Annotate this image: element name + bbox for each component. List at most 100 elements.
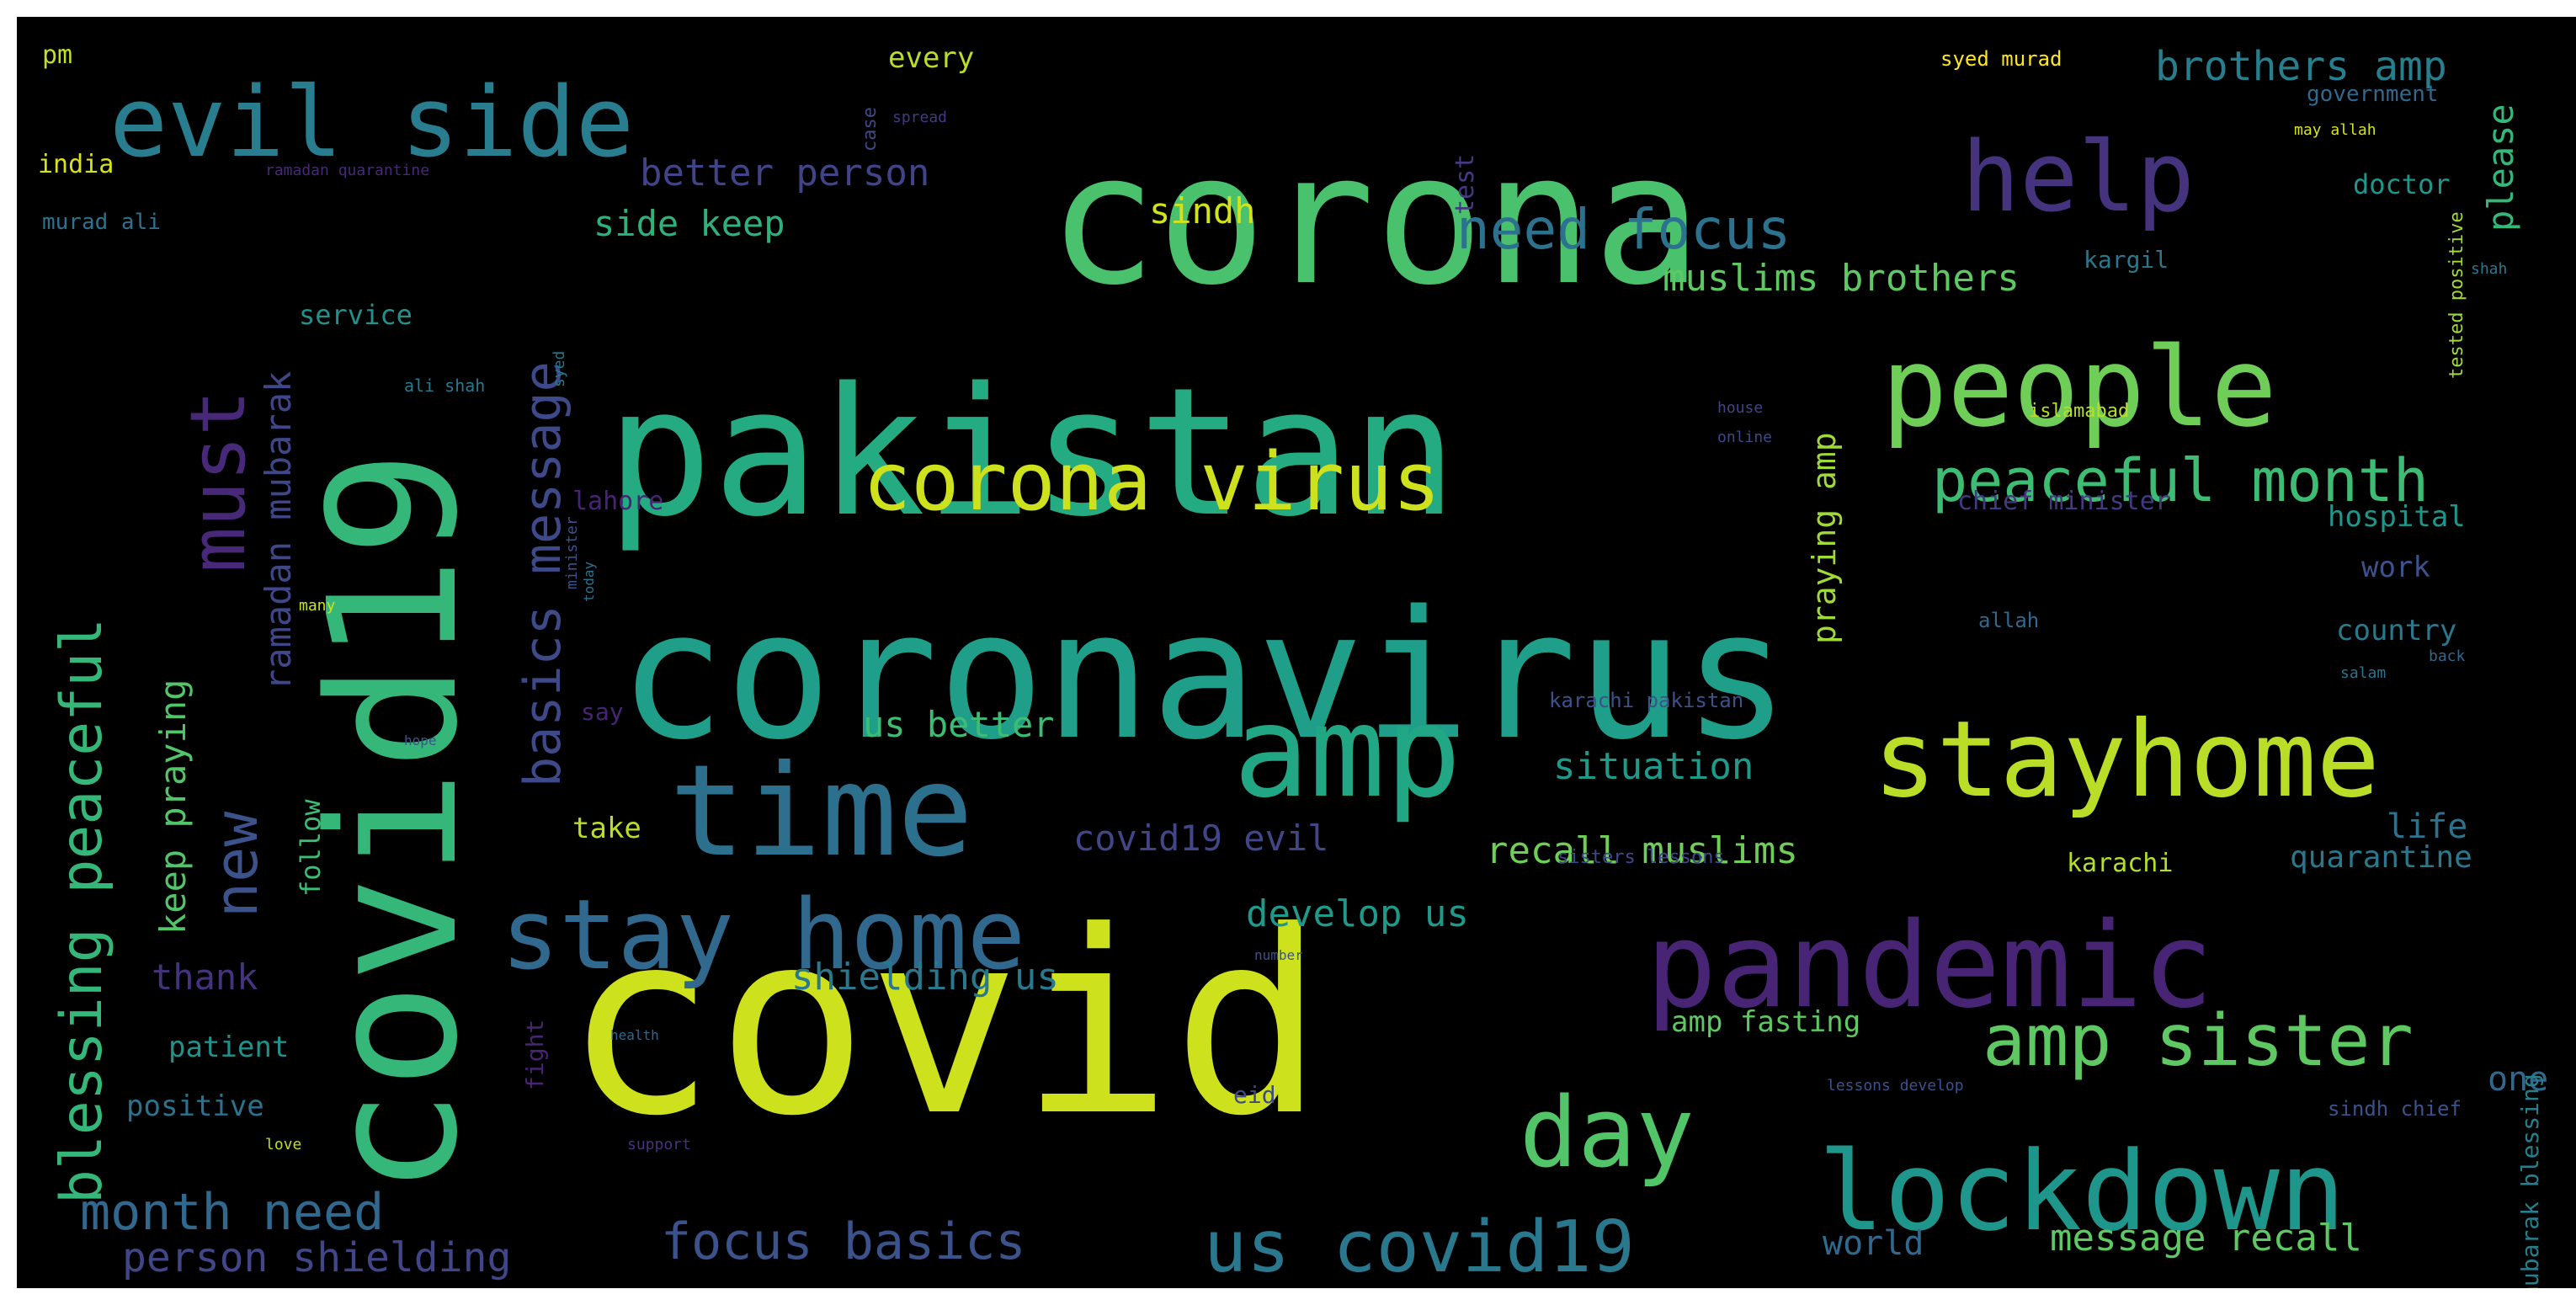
cloud-word-better-person: better person bbox=[640, 152, 929, 194]
cloud-word-amp: amp bbox=[1233, 679, 1461, 826]
cloud-word-brothers-amp: brothers amp bbox=[2155, 43, 2447, 90]
cloud-word-time: time bbox=[669, 738, 973, 885]
cloud-word-life: life bbox=[2387, 807, 2467, 846]
cloud-word-india: india bbox=[38, 150, 114, 179]
cloud-word-sindh-chief: sindh chief bbox=[2328, 1097, 2462, 1121]
cloud-word-people: people bbox=[1881, 323, 2277, 451]
cloud-word-lessons-develop: lessons develop bbox=[1827, 1077, 1964, 1095]
cloud-word-every: every bbox=[888, 41, 974, 75]
cloud-word-thank: thank bbox=[152, 956, 258, 998]
cloud-word-tested-positive: tested positive bbox=[2446, 211, 2467, 379]
cloud-word-amp-fasting: amp fasting bbox=[1671, 1005, 1860, 1039]
cloud-word-may-allah: may allah bbox=[2294, 121, 2376, 139]
cloud-word-karachi-pakistan: karachi pakistan bbox=[1549, 689, 1743, 712]
cloud-word-us-better: us better bbox=[863, 704, 1055, 745]
word-cloud: coronavirus covid covid19 pakistan corona pan… bbox=[38, 40, 2548, 1288]
cloud-word-person-shielding: person shielding bbox=[122, 1234, 511, 1281]
cloud-word-one: one bbox=[2488, 1060, 2548, 1099]
cloud-word-situation: situation bbox=[1553, 745, 1754, 788]
cloud-word-shielding-us: shielding us bbox=[791, 956, 1059, 999]
cloud-word-health: health bbox=[610, 1027, 659, 1043]
cloud-word-test: test bbox=[1450, 154, 1480, 215]
cloud-word-case: case bbox=[860, 107, 881, 152]
cloud-word-corona-virus: corona virus bbox=[863, 436, 1440, 529]
cloud-word-us-covid19: us covid19 bbox=[1204, 1206, 1635, 1288]
cloud-word-muslims-brothers: muslims brothers bbox=[1663, 257, 2020, 300]
cloud-word-many: many bbox=[299, 597, 336, 615]
cloud-word-ali-shah: ali shah bbox=[404, 376, 485, 396]
cloud-word-islamabad: islamabad bbox=[2029, 401, 2129, 422]
cloud-word-recall-muslims: recall muslims bbox=[1486, 829, 1798, 872]
cloud-word-quarantine: quarantine bbox=[2290, 840, 2472, 875]
cloud-word-help: help bbox=[1961, 121, 2195, 234]
cloud-word-lahore: lahore bbox=[572, 487, 663, 516]
cloud-word-world: world bbox=[1823, 1224, 1924, 1263]
cloud-word-fight: fight bbox=[521, 1020, 549, 1090]
cloud-word-develop-us: develop us bbox=[1246, 892, 1469, 935]
cloud-word-government: government bbox=[2307, 82, 2439, 107]
cloud-word-amp-sister: amp sister bbox=[1983, 999, 2414, 1083]
cloud-word-pm: pm bbox=[42, 40, 72, 70]
cloud-word-love: love bbox=[265, 1136, 301, 1153]
cloud-word-syed: syed bbox=[551, 351, 568, 387]
cloud-word-pandemic: pandemic bbox=[1646, 898, 2213, 1035]
cloud-word-covid19-evil: covid19 evil bbox=[1073, 818, 1328, 859]
cloud-word-patient: patient bbox=[168, 1031, 289, 1064]
cloud-word-please: please bbox=[2480, 104, 2521, 232]
cloud-word-karachi: karachi bbox=[2067, 849, 2173, 878]
cloud-word-message-recall: message recall bbox=[2050, 1217, 2362, 1260]
cloud-word-follow: follow bbox=[295, 799, 327, 897]
cloud-word-covid19: covid19 bbox=[290, 450, 497, 1196]
cloud-word-shah: shah bbox=[2471, 260, 2507, 278]
cloud-word-syed-murad: syed murad bbox=[1940, 47, 2062, 71]
cloud-word-service: service bbox=[299, 299, 412, 331]
cloud-word-online: online bbox=[1717, 429, 1772, 446]
cloud-word-house: house bbox=[1717, 399, 1763, 417]
cloud-word-stayhome: stayhome bbox=[1873, 699, 2380, 821]
cloud-word-blessing-peaceful: blessing peaceful bbox=[49, 618, 115, 1204]
word-cloud-canvas: coronavirus covid covid19 pakistan corona pan… bbox=[17, 17, 2576, 1288]
cloud-word-mubarak-blessing: mubarak blessing bbox=[2516, 1073, 2544, 1288]
cloud-word-corona: corona bbox=[1048, 114, 1702, 325]
cloud-word-side-keep: side keep bbox=[593, 203, 785, 244]
cloud-word-stay-home: stay home bbox=[501, 879, 1025, 992]
cloud-word-hope: hope bbox=[404, 732, 437, 748]
cloud-word-spread: spread bbox=[892, 109, 947, 126]
cloud-word-back: back bbox=[2429, 647, 2466, 665]
cloud-word-take: take bbox=[572, 812, 641, 845]
cloud-word-evil-side: evil side bbox=[109, 67, 634, 179]
cloud-word-support: support bbox=[627, 1136, 691, 1153]
cloud-word-ramadan-quarantine: ramadan quarantine bbox=[265, 162, 429, 179]
cloud-word-lockdown: lockdown bbox=[1818, 1127, 2345, 1255]
cloud-word-doctor: doctor bbox=[2353, 168, 2451, 200]
cloud-word-month-need: month need bbox=[80, 1183, 384, 1242]
cloud-word-work: work bbox=[2361, 551, 2430, 584]
cloud-word-peaceful-month: peaceful month bbox=[1932, 446, 2429, 515]
cloud-word-eid: eid bbox=[1233, 1081, 1276, 1109]
cloud-word-positive: positive bbox=[126, 1089, 264, 1123]
cloud-word-country: country bbox=[2336, 614, 2456, 647]
cloud-word-chief-minister: chief minister bbox=[1957, 487, 2170, 516]
cloud-word-pakistan: pakistan bbox=[606, 349, 1457, 556]
cloud-word-sindh: sindh bbox=[1149, 190, 1255, 232]
cloud-word-number: number bbox=[1254, 947, 1303, 963]
cloud-word-murad-ali: murad ali bbox=[42, 210, 161, 235]
cloud-word-minister: minister bbox=[563, 516, 581, 589]
cloud-word-hospital: hospital bbox=[2328, 500, 2466, 534]
cloud-word-day: day bbox=[1520, 1077, 1695, 1190]
cloud-word-focus-basics: focus basics bbox=[661, 1212, 1025, 1271]
cloud-word-need-focus: need focus bbox=[1456, 197, 1791, 262]
cloud-word-must: must bbox=[174, 390, 263, 573]
cloud-word-covid: covid bbox=[564, 877, 1324, 1171]
cloud-word-basics-message: basics message bbox=[514, 361, 572, 787]
cloud-word-new: new bbox=[202, 811, 271, 918]
cloud-word-kargil: kargil bbox=[2084, 246, 2169, 274]
cloud-word-coronavirus: coronavirus bbox=[619, 573, 1790, 779]
cloud-word-praying-amp: praying amp bbox=[1806, 432, 1843, 644]
cloud-word-salam: salam bbox=[2340, 664, 2386, 682]
cloud-word-today: today bbox=[581, 561, 597, 602]
cloud-word-sisters-lessons: sisters lessons bbox=[1557, 847, 1725, 868]
cloud-word-allah: allah bbox=[1978, 609, 2039, 632]
cloud-word-say: say bbox=[581, 698, 624, 726]
cloud-word-ramadan-mubarak: ramadan mubarak bbox=[258, 371, 299, 690]
